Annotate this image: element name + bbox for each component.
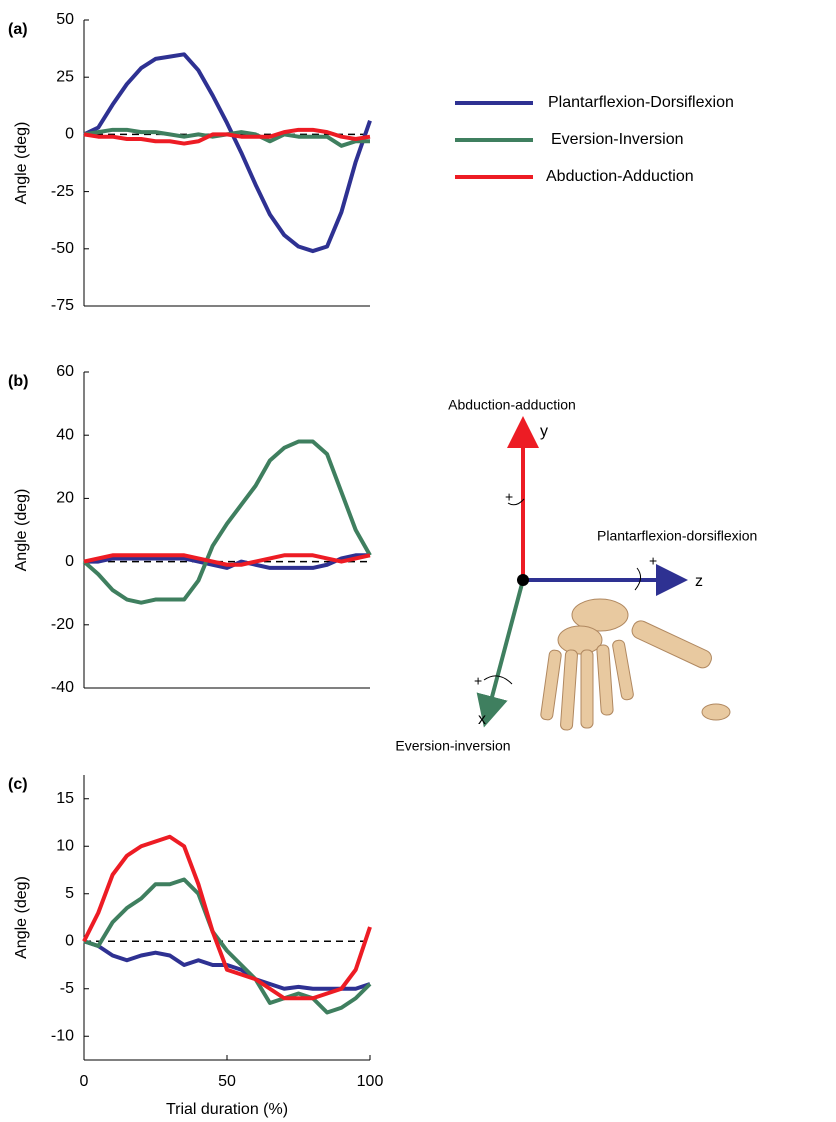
foot-skeleton [540, 599, 730, 730]
legend-label: Eversion-Inversion [551, 131, 684, 148]
y-axis-label: Angle (deg) [13, 122, 30, 205]
legend-label: Abduction-Adduction [546, 168, 694, 185]
panel-label: (c) [8, 776, 28, 793]
axis-letter: x [478, 711, 486, 728]
y-tick-label: 10 [56, 837, 74, 854]
y-tick-label: -40 [51, 679, 74, 696]
x-axis-label: Trial duration (%) [166, 1101, 288, 1118]
data-line [84, 54, 370, 251]
chart-panel: (b) Angle (deg) -40 -20 0 20 40 60 [8, 363, 370, 696]
y-tick-label: -50 [51, 240, 74, 257]
data-line [84, 442, 370, 603]
y-tick-label: 0 [65, 932, 74, 949]
y-tick-label: 60 [56, 363, 74, 380]
y-tick-label: 5 [65, 885, 74, 902]
x-tick-label: 0 [80, 1073, 89, 1090]
y-tick-label: -25 [51, 183, 74, 200]
panel-label: (a) [8, 21, 28, 38]
y-tick-label: 40 [56, 426, 74, 443]
axis-letter: y [540, 423, 548, 440]
chart-panel: (c) Angle (deg) -10 -5 0 5 10 15 0 50 100 Trial dur… [8, 775, 383, 1118]
y-tick-label: 20 [56, 490, 74, 507]
y-tick-label: -20 [51, 616, 74, 633]
figure: Abduction-adduction y + Plantarflexion-d… [0, 0, 836, 1122]
y-axis-label: Angle (deg) [13, 489, 30, 572]
legend-label: Plantarflexion-Dorsiflexion [548, 94, 734, 111]
origin [517, 574, 529, 586]
y-tick-label: 50 [56, 11, 74, 28]
axis-name: Abduction-adduction [448, 397, 576, 413]
axis-name: Plantarflexion-dorsiflexion [597, 528, 757, 544]
plus-sign: + [505, 489, 513, 505]
chart-panel: (a) Angle (deg) -75 -50 -25 0 25 50 Plantarflexi… [8, 11, 734, 314]
y-tick-label: 0 [65, 126, 74, 143]
y-tick-label: 15 [56, 790, 74, 807]
panel-label: (b) [8, 373, 28, 390]
y-tick-label: 0 [65, 553, 74, 570]
y-tick-label: 25 [56, 68, 74, 85]
data-line [84, 837, 370, 999]
y-tick-label: -10 [51, 1027, 74, 1044]
y-tick-label: -75 [51, 297, 74, 314]
y-tick-label: -5 [60, 980, 74, 997]
y-axis-label: Angle (deg) [13, 876, 30, 959]
plus-sign: + [649, 553, 657, 569]
axes-diagram: Abduction-adduction y + Plantarflexion-d… [395, 397, 757, 754]
axis-letter: z [695, 573, 703, 590]
plus-sign: + [474, 673, 482, 689]
x-tick-label: 50 [218, 1073, 236, 1090]
x-tick-label: 100 [357, 1073, 384, 1090]
axis-name: Eversion-inversion [395, 738, 510, 754]
x-axis-arrow [488, 580, 523, 712]
